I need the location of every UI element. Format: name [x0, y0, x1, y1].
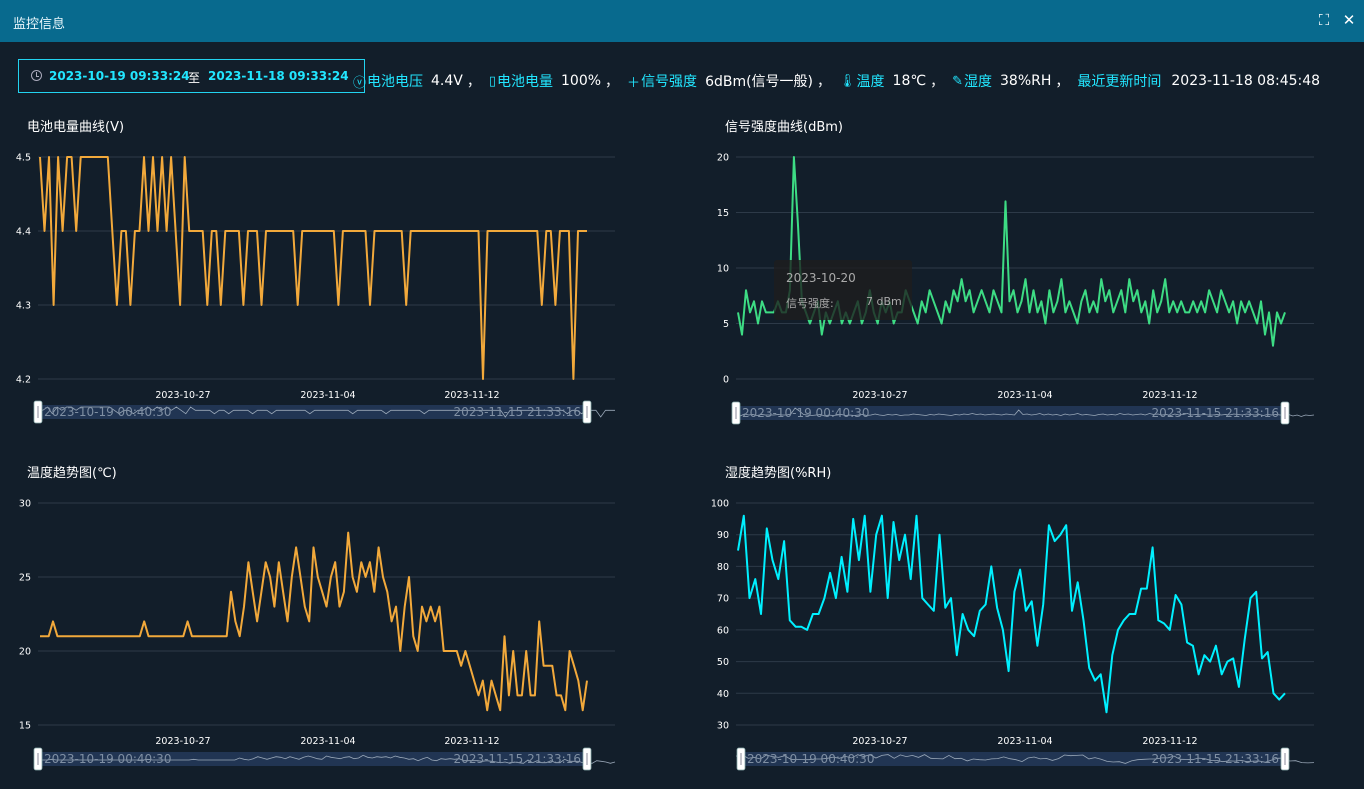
separator: ， — [1055, 74, 1070, 90]
y-tick-label: 4.4 — [16, 227, 31, 238]
humidity-value: 38%RH — [1000, 73, 1052, 89]
y-tick-label: 100 — [711, 499, 729, 510]
signal-label: 信号强度 — [641, 74, 698, 90]
humidity-label: 湿度 — [964, 74, 992, 90]
range-separator: 至 — [188, 71, 201, 85]
series-line — [737, 514, 1286, 714]
voltage-icon: ⓥ — [353, 75, 367, 91]
signal-icon: ＋ — [627, 75, 641, 91]
x-tick-label: 2023-11-04 — [300, 390, 355, 401]
separator: ， — [817, 74, 832, 90]
voltage-chart: 4.5 4.4 4.3 4.2 2023-10-27 2023-11-04 2023-11-… — [16, 153, 615, 424]
signal-chart-title: 信号强度曲线(dBm) — [725, 120, 843, 135]
voltage-label: 电池电压 — [367, 74, 424, 90]
zoom-end-label: 2023-11-15 21:33:16 — [1152, 406, 1279, 420]
x-tick-label: 2023-10-27 — [155, 390, 210, 401]
series-line — [737, 156, 1286, 347]
y-tick-label: 50 — [717, 657, 729, 668]
x-tick-label: 2023-11-12 — [444, 736, 499, 747]
tooltip-label: 信号强度: — [786, 297, 834, 310]
y-tick-label: 0 — [723, 375, 729, 386]
level-label: 电池电量 — [497, 74, 554, 90]
zoom-preview-line — [37, 406, 615, 418]
y-tick-label: 4.2 — [16, 375, 31, 386]
series-line — [40, 531, 588, 712]
y-tick-label: 15 — [19, 721, 31, 732]
y-tick-label: 5 — [723, 319, 729, 330]
y-tick-label: 20 — [717, 153, 729, 164]
y-tick-label: 80 — [717, 562, 729, 573]
droplet-icon: ✎ — [952, 73, 963, 89]
y-tick-label: 60 — [717, 625, 729, 636]
zoom-preview-line — [38, 754, 616, 764]
battery-icon: ▯ — [488, 73, 497, 89]
zoom-end-label: 2023-11-15 21:33:16 — [454, 405, 581, 419]
series-line — [39, 156, 587, 380]
x-tick-label: 2023-11-04 — [300, 736, 355, 747]
status-bar: ⓥ 电池电压 4.4V ， ▯ 电池电量 100% ， ＋ 信号强度 6dBm(… — [353, 72, 1321, 91]
y-tick-label: 20 — [19, 647, 31, 658]
zoom-start-label: 2023-10-19 00:40:30 — [44, 752, 171, 766]
temp-label: 温度 — [856, 74, 885, 90]
updated-value: 2023-11-18 08:45:48 — [1171, 73, 1321, 89]
tooltip-value: 7 dBm — [866, 295, 902, 308]
y-tick-label: 40 — [717, 689, 729, 700]
end-date[interactable]: 2023-11-18 09:33:24 — [208, 69, 349, 83]
close-icon[interactable]: ✕ — [1342, 11, 1356, 29]
humidity-chart: 100 90 80 70 60 50 40 30 2023-10-27 2023-11-04 202… — [711, 499, 1315, 771]
signal-value: 6dBm(信号一般) — [705, 74, 814, 90]
separator: ， — [605, 74, 620, 90]
humidity-chart-title: 湿度趋势图(%RH) — [725, 466, 832, 481]
tooltip-date: 2023-10-20 — [786, 271, 856, 285]
y-tick-label: 4.3 — [16, 301, 31, 312]
x-tick-label: 2023-10-27 — [852, 736, 907, 747]
window-title: 监控信息 — [13, 17, 66, 32]
x-tick-label: 2023-11-12 — [1142, 736, 1197, 747]
x-tick-label: 2023-10-27 — [155, 736, 210, 747]
y-tick-label: 30 — [19, 499, 31, 510]
y-tick-label: 4.5 — [16, 153, 31, 164]
y-tick-label: 15 — [717, 208, 729, 219]
y-tick-label: 25 — [19, 573, 31, 584]
zoom-end-label: 2023-11-15 21:33:16 — [1152, 752, 1279, 766]
x-tick-label: 2023-11-04 — [997, 390, 1052, 401]
y-tick-label: 30 — [717, 721, 729, 732]
zoom-preview-line — [735, 407, 1315, 417]
window-titlebar: 监控信息 ⛶ ✕ — [0, 0, 1364, 42]
temp-value: 18℃ — [892, 73, 927, 89]
temperature-chart: 30 25 20 15 2023-10-27 2023-11-04 2023-11-12 20… — [19, 499, 616, 771]
zoom-end-label: 2023-11-15 21:33:16 — [454, 752, 581, 766]
voltage-chart-title: 电池电量曲线(V) — [27, 120, 125, 135]
level-value: 100% — [561, 73, 602, 89]
start-date[interactable]: 2023-10-19 09:33:24 — [49, 69, 190, 83]
fullscreen-icon[interactable]: ⛶ — [1318, 11, 1330, 29]
y-tick-label: 10 — [717, 264, 729, 275]
clock-icon — [31, 70, 42, 81]
zoom-preview-line — [735, 754, 1315, 764]
thermometer-icon: 🌡︎ — [839, 73, 856, 89]
separator: ， — [466, 74, 481, 90]
zoom-slider-track — [38, 752, 587, 766]
separator: ， — [930, 74, 945, 90]
x-tick-label: 2023-11-04 — [997, 736, 1052, 747]
x-tick-label: 2023-10-27 — [852, 390, 907, 401]
x-tick-label: 2023-11-12 — [444, 390, 499, 401]
zoom-start-label: 2023-10-19 00:40:30 — [44, 405, 171, 419]
updated-label: 最近更新时间 — [1077, 74, 1162, 90]
y-tick-label: 70 — [717, 594, 729, 605]
temperature-chart-title: 温度趋势图(℃) — [27, 466, 117, 481]
zoom-start-label: 2023-10-19 00:40:30 — [742, 406, 869, 420]
zoom-slider-track — [736, 406, 1285, 420]
x-tick-label: 2023-11-12 — [1142, 390, 1197, 401]
voltage-value: 4.4V — [431, 73, 463, 89]
date-range-picker[interactable]: 2023-10-19 09:33:24 至 2023-11-18 09:33:2… — [18, 59, 365, 93]
chart-tooltip: 2023-10-20 信号强度: 7 dBm — [774, 260, 912, 320]
zoom-start-label: 2023-10-19 00:40:30 — [747, 752, 874, 766]
y-tick-label: 90 — [717, 530, 729, 541]
